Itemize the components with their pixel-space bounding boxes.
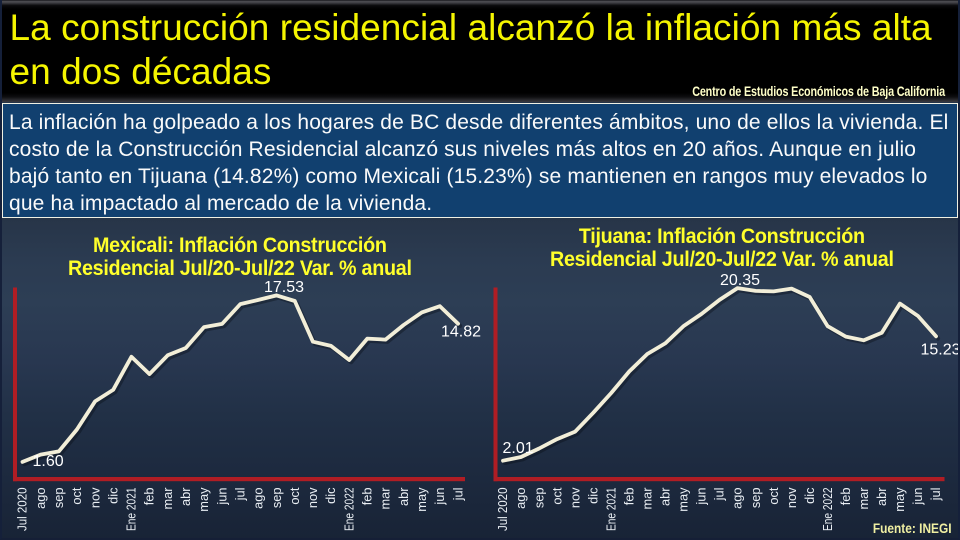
svg-text:dic: dic bbox=[323, 487, 338, 504]
svg-text:ago: ago bbox=[251, 488, 266, 509]
svg-text:oct: oct bbox=[287, 487, 302, 505]
svg-text:nov: nov bbox=[567, 487, 582, 508]
svg-text:Ene 2021: Ene 2021 bbox=[603, 488, 618, 532]
svg-text:mar: mar bbox=[160, 487, 175, 510]
svg-text:Jul 2020: Jul 2020 bbox=[495, 488, 510, 532]
svg-text:nov: nov bbox=[87, 487, 102, 508]
svg-text:feb: feb bbox=[838, 488, 853, 506]
svg-text:feb: feb bbox=[622, 488, 637, 506]
svg-text:dic: dic bbox=[106, 487, 121, 504]
svg-text:jun: jun bbox=[910, 488, 925, 506]
svg-text:oct: oct bbox=[549, 487, 564, 505]
svg-text:mar: mar bbox=[856, 487, 871, 510]
svg-text:sep: sep bbox=[269, 488, 284, 509]
svg-text:dic: dic bbox=[585, 487, 600, 504]
svg-text:abr: abr bbox=[874, 487, 889, 506]
svg-text:nov: nov bbox=[305, 487, 320, 508]
svg-text:abr: abr bbox=[658, 487, 673, 506]
svg-text:oct: oct bbox=[69, 487, 84, 505]
svg-text:abr: abr bbox=[396, 487, 411, 506]
svg-text:jul: jul bbox=[450, 488, 465, 502]
svg-text:sep: sep bbox=[748, 488, 763, 509]
svg-text:jul: jul bbox=[712, 488, 727, 502]
svg-text:Ene 2021: Ene 2021 bbox=[124, 488, 139, 532]
svg-text:may: may bbox=[196, 487, 211, 512]
svg-text:15.23: 15.23 bbox=[921, 342, 960, 359]
svg-text:1.60: 1.60 bbox=[33, 453, 64, 470]
svg-text:14.82: 14.82 bbox=[441, 324, 481, 341]
svg-text:dic: dic bbox=[802, 487, 817, 504]
svg-text:may: may bbox=[414, 487, 429, 512]
svg-text:Ene 2022: Ene 2022 bbox=[341, 488, 356, 532]
svg-text:20.35: 20.35 bbox=[720, 272, 760, 289]
svg-text:17.53: 17.53 bbox=[264, 279, 304, 296]
svg-text:may: may bbox=[892, 487, 907, 512]
svg-text:2.01: 2.01 bbox=[503, 440, 534, 457]
svg-text:feb: feb bbox=[360, 488, 375, 506]
svg-text:jul: jul bbox=[928, 488, 943, 502]
svg-text:ago: ago bbox=[33, 488, 48, 509]
svg-text:mar: mar bbox=[378, 487, 393, 510]
svg-text:oct: oct bbox=[766, 487, 781, 505]
svg-text:sep: sep bbox=[51, 488, 66, 509]
svg-text:may: may bbox=[676, 487, 691, 512]
svg-text:jun: jun bbox=[694, 488, 709, 506]
svg-text:feb: feb bbox=[142, 488, 157, 506]
svg-text:jun: jun bbox=[432, 488, 447, 506]
svg-text:jun: jun bbox=[214, 488, 229, 506]
svg-text:mar: mar bbox=[640, 487, 655, 510]
svg-text:ago: ago bbox=[730, 488, 745, 509]
svg-text:abr: abr bbox=[178, 487, 193, 506]
svg-text:sep: sep bbox=[531, 488, 546, 509]
svg-text:jul: jul bbox=[233, 488, 248, 502]
svg-text:Jul 2020: Jul 2020 bbox=[15, 488, 30, 532]
svg-text:nov: nov bbox=[784, 487, 799, 508]
svg-text:ago: ago bbox=[513, 488, 528, 509]
svg-text:Ene 2022: Ene 2022 bbox=[820, 488, 835, 532]
